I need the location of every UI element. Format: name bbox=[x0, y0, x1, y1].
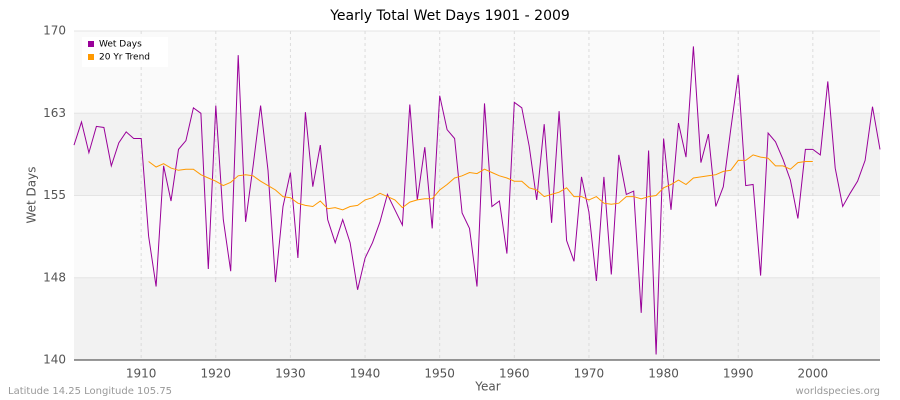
data-line bbox=[148, 154, 813, 211]
footer-right: worldspecies.org bbox=[796, 386, 880, 397]
x-tick-label: 1980 bbox=[648, 367, 679, 381]
legend-swatch bbox=[88, 41, 94, 47]
plot-band bbox=[74, 277, 880, 360]
x-tick-label: 1990 bbox=[723, 367, 754, 381]
x-tick-label: 1960 bbox=[499, 367, 530, 381]
chart-title: Yearly Total Wet Days 1901 - 2009 bbox=[329, 8, 570, 24]
x-tick-label: 1930 bbox=[275, 367, 306, 381]
x-tick-label: 1920 bbox=[201, 367, 232, 381]
legend-label: 20 Yr Trend bbox=[99, 53, 150, 63]
legend-swatch bbox=[88, 54, 94, 60]
y-tick-label: 155 bbox=[43, 188, 66, 202]
x-tick-label: 1910 bbox=[126, 367, 157, 381]
x-tick-label: 1950 bbox=[424, 367, 455, 381]
y-tick-label: 148 bbox=[43, 270, 66, 284]
plot-band bbox=[74, 31, 880, 114]
x-tick-label: 1940 bbox=[350, 367, 381, 381]
legend-box bbox=[82, 37, 168, 67]
plot-band bbox=[74, 195, 880, 278]
y-tick-label: 163 bbox=[43, 106, 66, 120]
y-axis-label: Wet Days bbox=[25, 166, 39, 223]
y-tick-label: 170 bbox=[43, 24, 66, 38]
footer-left: Latitude 14.25 Longitude 105.75 bbox=[8, 386, 172, 397]
x-tick-label: 1970 bbox=[574, 367, 605, 381]
y-tick-label: 140 bbox=[43, 353, 66, 367]
x-tick-label: 2000 bbox=[798, 367, 829, 381]
x-axis-label: Year bbox=[474, 380, 500, 394]
plot-band bbox=[74, 113, 880, 196]
legend-label: Wet Days bbox=[99, 40, 142, 50]
data-line bbox=[73, 46, 881, 355]
